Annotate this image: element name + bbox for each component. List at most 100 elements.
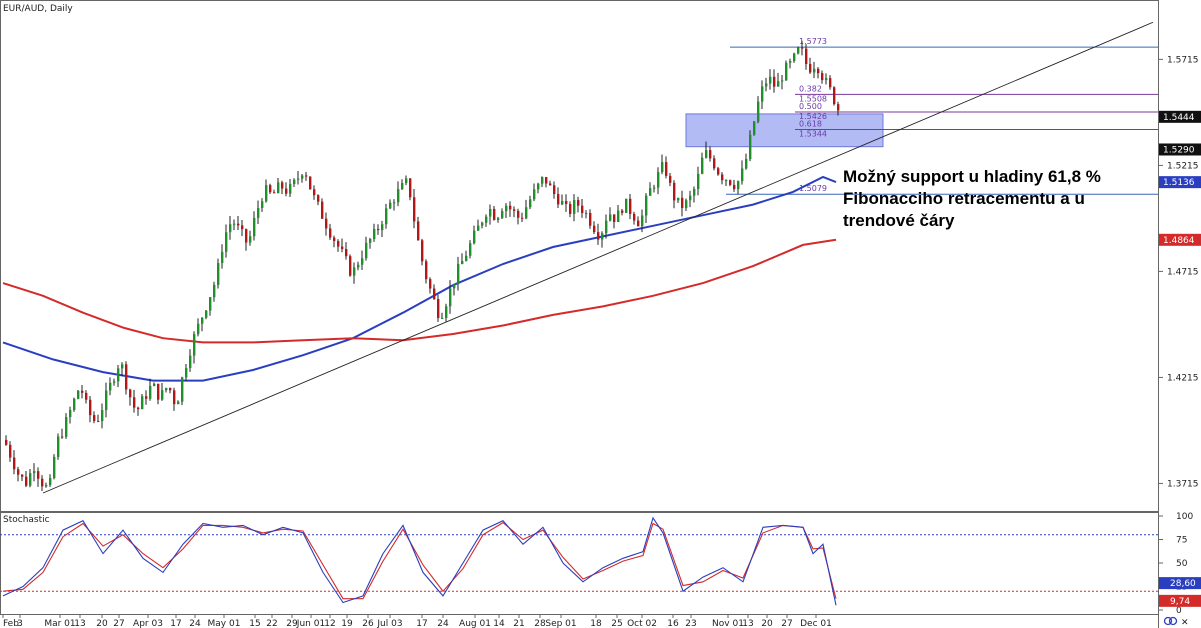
candle-body (485, 216, 488, 223)
candle-body (817, 68, 820, 74)
annotation-line-1: Možný support u hladiny 61,8 % (843, 167, 1101, 186)
candle-body (613, 214, 616, 222)
candle-body (185, 368, 188, 378)
candle-body (45, 485, 48, 487)
candle-body (453, 284, 456, 289)
candle-body (825, 78, 828, 81)
candle-body (525, 207, 528, 219)
candle-body (257, 207, 260, 218)
stochastic-axis-ticks: 100755025028,609,74 (1158, 512, 1201, 616)
candle-body (505, 205, 508, 212)
time-tick-label: Jul 03 (376, 619, 402, 628)
candle-body (65, 417, 68, 437)
candle-body (17, 469, 20, 475)
time-tick-label: Nov 01 (712, 619, 744, 628)
time-tick-label: Jun 01 (296, 619, 325, 628)
candle-body (541, 176, 544, 184)
candle-body (37, 471, 40, 479)
candle-body (433, 288, 436, 300)
candle-body (637, 220, 640, 227)
stochastic-tick-label: 75 (1176, 536, 1187, 546)
close-icon[interactable]: ✕ (1181, 618, 1189, 628)
candle-body (545, 176, 548, 184)
price-axis-ticks: 1.5715 1.5215 1.4715 1.4215 1.3715 (1158, 55, 1199, 489)
candle-body (61, 436, 64, 438)
candle-body (533, 189, 536, 200)
candle-body (569, 203, 572, 214)
candle-body (537, 183, 540, 190)
candle-body (77, 390, 80, 399)
candle-body (745, 159, 748, 169)
candle-body (833, 87, 836, 105)
time-tick-label: 26 (362, 619, 374, 628)
candle-body (241, 225, 244, 230)
time-tick-label: 12 (324, 619, 335, 628)
candle-body (617, 210, 620, 222)
price-tags: 1.5444 1.5290 1.5136 1.4864 (1159, 110, 1201, 246)
chart-tools-icon[interactable] (1163, 616, 1178, 626)
trendline (42, 21, 1154, 494)
candle-body (813, 68, 816, 73)
candle-body (717, 168, 720, 175)
candle-body (85, 392, 88, 400)
time-tick-label: 20 (761, 619, 773, 628)
candle-body (565, 200, 568, 204)
candle-body (749, 134, 752, 160)
candle-body (677, 197, 680, 201)
stochastic-value-label: 28,60 (1170, 579, 1196, 589)
time-tick-label: 24 (189, 619, 201, 628)
candle-body (517, 210, 520, 218)
candle-body (197, 323, 200, 335)
candle-body (73, 398, 76, 411)
candle-body (97, 420, 100, 422)
candle-body (737, 181, 740, 190)
candle-body (701, 157, 704, 174)
candle-body (649, 188, 652, 196)
candle-body (105, 390, 108, 411)
candle-body (441, 318, 444, 320)
fib-level-price: 1.5344 (799, 130, 827, 139)
stochastic-tick-label: 0 (1176, 606, 1182, 616)
candle-body (225, 232, 228, 252)
candle-body (549, 183, 552, 186)
candle-body (713, 158, 716, 169)
candle-body (357, 264, 360, 268)
time-tick-label: 25 (611, 619, 622, 628)
candle-body (405, 178, 408, 184)
price-tick-label: 1.3715 (1167, 479, 1199, 489)
candle-body (229, 224, 232, 233)
candle-body (385, 208, 388, 225)
candle-body (109, 382, 112, 391)
time-tick-label: 27 (113, 619, 124, 628)
candle-body (413, 197, 416, 222)
candle-body (29, 473, 32, 486)
candle-body (597, 232, 600, 240)
candle-body (581, 205, 584, 214)
candle-body (829, 78, 832, 88)
price-tick-label: 1.5715 (1167, 55, 1199, 65)
candle-body (289, 184, 292, 194)
time-tick-label: 20 (96, 619, 108, 628)
time-tick-label: 14 (493, 619, 505, 628)
candle-body (189, 355, 192, 369)
candle-body (673, 182, 676, 201)
candle-body (265, 185, 268, 202)
candle-body (113, 381, 116, 383)
fib-level-label: 1.5773 (799, 37, 827, 46)
stochastic-tick-label: 50 (1176, 559, 1188, 569)
candle-body (781, 80, 784, 82)
time-tick-label: Dec 01 (800, 619, 832, 628)
candle-body (725, 180, 728, 182)
candle-body (157, 383, 160, 400)
candle-body (317, 195, 320, 202)
candle-body (741, 168, 744, 182)
candle-body (553, 185, 556, 195)
price-tag-label: 1.5444 (1163, 113, 1195, 123)
candle-body (657, 172, 660, 188)
candle-body (529, 199, 532, 208)
price-tick-label: 1.4715 (1167, 267, 1199, 277)
candle-body (417, 221, 420, 241)
candle-body (285, 188, 288, 194)
candle-body (493, 208, 496, 220)
